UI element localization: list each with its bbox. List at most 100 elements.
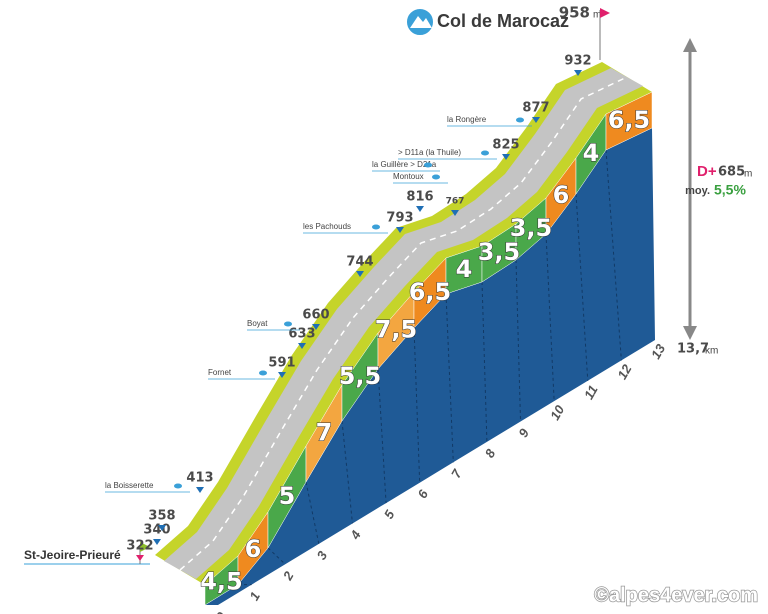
km-marker: 2 <box>280 568 297 583</box>
km-line <box>481 281 488 442</box>
distance-unit: km <box>705 346 718 357</box>
altitude-marker <box>298 343 306 349</box>
altitude-marker <box>356 271 364 277</box>
gradient-label: 3,5 <box>510 214 553 242</box>
altitude-label: 413 <box>186 471 213 486</box>
km-marker: 3 <box>314 548 331 562</box>
altitude-marker <box>196 487 204 493</box>
km-line <box>515 259 522 422</box>
place-icon <box>174 483 182 489</box>
km-line <box>305 481 320 544</box>
altitude-marker <box>158 525 166 531</box>
average-label: moy. <box>685 185 710 197</box>
gradient-label: 3,5 <box>478 238 521 266</box>
km-marker: 13 <box>648 341 669 362</box>
altitude-marker <box>574 70 582 76</box>
title: Col de Marocaz <box>437 11 569 31</box>
km-marker: 7 <box>448 466 465 480</box>
place-label: > D11a (la Thuile) <box>398 148 461 157</box>
gradient-label: 7 <box>316 419 333 447</box>
km-line <box>605 149 622 361</box>
altitude-label: 932 <box>564 54 591 69</box>
km-marker: 1 <box>246 589 263 603</box>
km-marker: 5 <box>381 507 398 521</box>
altitude-label: 322 <box>126 539 153 554</box>
km-marker: 8 <box>482 446 499 460</box>
place-label: la Guillère > D21a <box>372 160 437 169</box>
place-label: Boyat <box>247 319 268 328</box>
altitude-marker <box>278 372 286 378</box>
place-label: Montoux <box>393 172 424 181</box>
summit-unit: m <box>593 10 601 21</box>
gradient-label: 6 <box>245 535 262 563</box>
gain-value: 685 <box>718 165 745 180</box>
km-line <box>377 368 387 504</box>
road-centerline <box>179 76 628 571</box>
km-line <box>575 193 589 381</box>
place-label: Fornet <box>208 368 232 377</box>
altitude-marker <box>502 154 510 160</box>
place-label: la Boisserette <box>105 481 154 490</box>
km-line <box>545 233 555 402</box>
credit: ©alpes4ever.com <box>594 584 758 606</box>
altitude-label: 591 <box>268 356 295 371</box>
altitude-marker <box>416 206 424 212</box>
altitude-label: 358 <box>148 509 175 524</box>
start-flag <box>140 542 150 552</box>
place-icon <box>372 224 380 230</box>
altitude-label: 660 <box>302 308 329 323</box>
place-label: la Rongère <box>447 115 487 124</box>
altitude-label: 767 <box>446 197 465 207</box>
place-icon <box>432 174 440 180</box>
place-icon <box>424 162 432 168</box>
altitude-label: 340 <box>143 523 170 538</box>
altitude-label: 633 <box>288 327 315 342</box>
start-name: St-Jeoire-Prieuré <box>24 548 121 562</box>
gradient-segment <box>605 91 653 151</box>
altitude-marker <box>136 555 144 561</box>
altitude-label: 744 <box>346 255 373 270</box>
gain-label: D+ <box>697 163 717 180</box>
altitude-marker <box>312 324 320 330</box>
altitude-label: 825 <box>492 138 519 153</box>
km-marker: 4 <box>347 527 364 542</box>
km-marker: 12 <box>614 361 635 382</box>
place-label: les Pachouds <box>303 222 351 231</box>
gradient-label: 4 <box>456 255 473 283</box>
gradient-label: 5,5 <box>339 362 382 390</box>
profile-shape <box>155 62 655 606</box>
gradient-label: 7,5 <box>375 316 418 344</box>
km-marker: 0 <box>213 609 230 614</box>
road <box>164 68 643 579</box>
km-marker: 10 <box>547 402 568 423</box>
wall <box>205 128 655 605</box>
gradient-label: 4 <box>583 139 600 167</box>
km-marker: 9 <box>515 425 532 439</box>
altitude-marker <box>153 539 161 545</box>
altitude-marker <box>532 117 540 123</box>
place-icon <box>516 117 524 123</box>
km-marker: 6 <box>414 487 431 501</box>
altitude-label: 877 <box>522 101 549 116</box>
average-value: 5,5% <box>714 182 746 198</box>
gradient-label: 6,5 <box>608 106 651 134</box>
logo-mountain <box>410 16 432 28</box>
altitude-marker <box>396 227 404 233</box>
km-line <box>413 327 421 483</box>
place-icon <box>284 321 292 327</box>
km-line <box>445 293 454 463</box>
km-line <box>267 547 286 565</box>
summit-flag <box>600 8 610 18</box>
distance-value: 13,7 <box>677 342 709 357</box>
km-line <box>341 420 353 524</box>
place-icon <box>259 370 267 376</box>
summit-altitude: 958 <box>559 4 590 22</box>
gradient-label: 5 <box>279 482 296 510</box>
place-icon <box>481 150 489 156</box>
gradient-label: 4,5 <box>200 568 243 596</box>
altitude-label: 816 <box>406 190 433 205</box>
km-marker: 11 <box>581 383 601 402</box>
gradient-label: 6,5 <box>409 278 452 306</box>
altitude-label: 793 <box>386 211 413 226</box>
